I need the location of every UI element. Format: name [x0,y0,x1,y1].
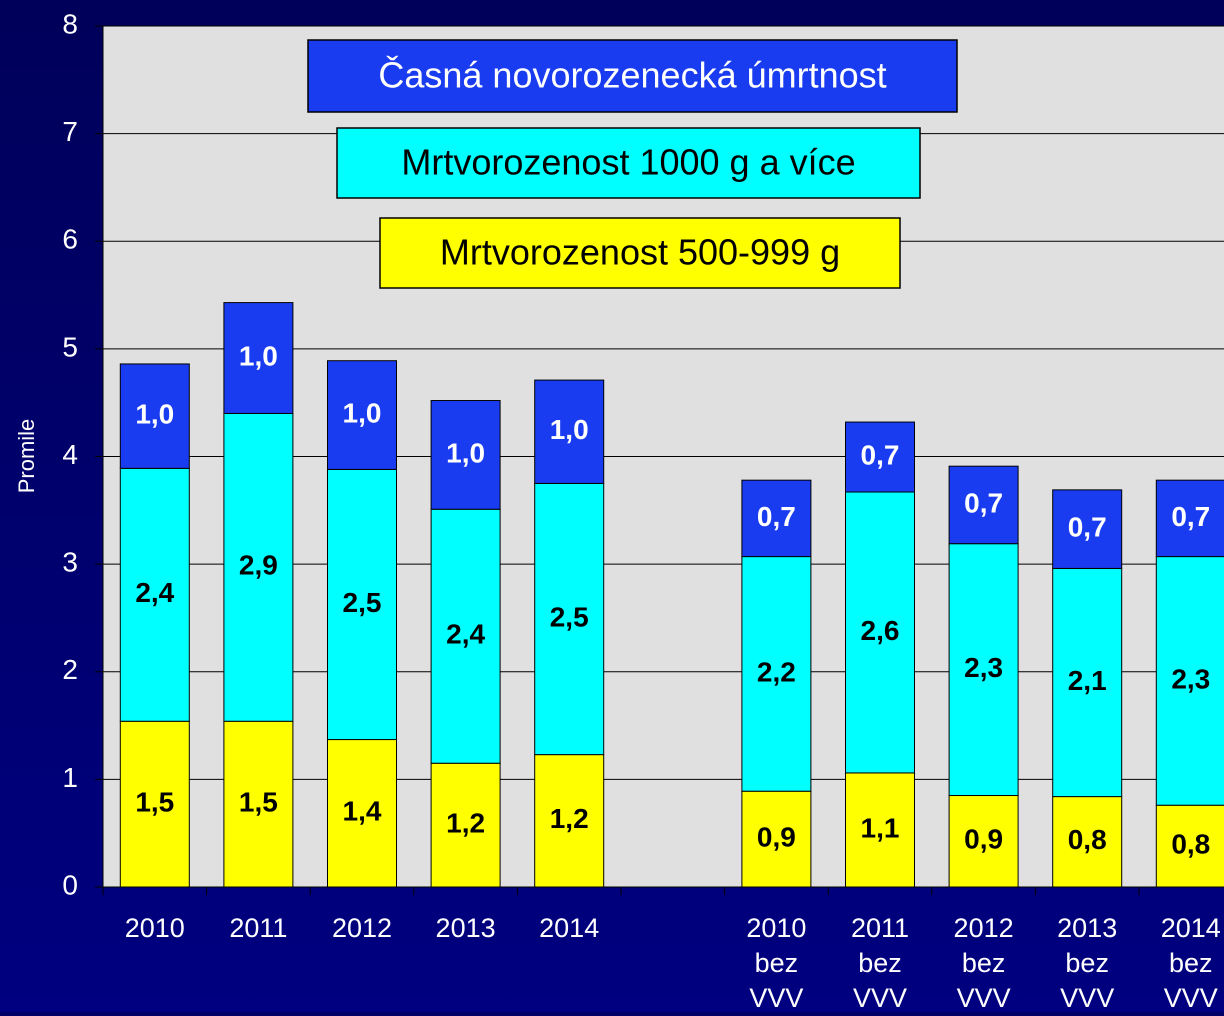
data-label: 1,0 [446,437,485,468]
bar-segment [119,467,190,722]
data-label: 1,4 [343,796,382,827]
bar-segment [534,379,605,484]
bar-segment [948,543,1019,797]
data-label: 0,9 [964,824,1003,855]
legend-label: Časná novorozenecká úmrtnost [378,55,886,96]
bar-segment [223,412,294,722]
y-tick-label: 7 [62,116,78,147]
data-label: 2,5 [550,601,589,632]
y-tick-label: 1 [62,762,78,793]
y-tick-label: 2 [62,654,78,685]
data-label: 2,2 [757,656,796,687]
x-tick-label: 2013 [435,913,496,943]
legend-box [379,217,901,289]
data-label: 1,5 [135,787,174,818]
data-label: 1,2 [550,803,589,834]
data-label: 1,2 [446,808,485,839]
data-label: 1,0 [135,399,174,430]
data-label: 1,0 [343,397,382,428]
bar-segment [845,772,915,888]
x-tick-label: 2012 [331,913,393,943]
bar-segment [223,302,294,414]
legend-box [307,39,958,113]
legend-label: Mrtvorozenost 1000 g a více [401,142,855,183]
bar-segment [327,739,397,888]
y-tick-label: 8 [62,8,78,39]
legend-box [336,127,921,199]
y-axis-label: Promile [14,419,39,494]
y-tick-label: 4 [62,439,78,470]
bar-segment [534,754,605,888]
x-tick-label: 2011 [229,913,288,943]
bar-segment [1155,479,1224,558]
y-tick-label: 0 [62,869,78,900]
data-label: 0,7 [757,501,796,532]
data-label: 0,7 [1171,501,1210,532]
x-tick-label: 2010 [124,913,185,943]
x-tick-label: 2014 bez VVV [1160,913,1221,1013]
bar-segment [741,556,812,792]
bar-segment [1155,804,1224,888]
x-tick-label: 2012 bez VVV [953,913,1014,1013]
data-label: 2,4 [446,619,485,650]
data-label: 1,0 [239,340,278,371]
data-label: 0,7 [1068,512,1107,543]
bar-segment [119,720,190,888]
data-label: 0,8 [1171,828,1210,859]
y-tick-label: 6 [62,224,78,255]
bar-segment [430,400,501,510]
bar-segment [741,790,812,888]
bar-segment [741,479,812,558]
bar-segment [119,363,190,469]
data-label: 1,1 [861,812,900,843]
bar-segment [1052,567,1123,798]
bar-segment [223,720,294,888]
data-label: 2,4 [135,577,174,608]
data-label: 2,3 [1171,663,1210,694]
data-label: 2,9 [239,550,278,581]
bar-segment [534,482,605,756]
bar-segment [327,468,397,741]
data-label: 0,9 [757,821,796,852]
data-label: 0,7 [964,487,1003,518]
y-tick-label: 3 [62,547,78,578]
bar-segment [430,762,501,888]
bar-segment [845,421,915,493]
data-label: 1,0 [550,414,589,445]
data-label: 0,8 [1068,824,1107,855]
bar-segment [430,508,501,764]
bar-segment [327,360,397,470]
x-tick-label: 2011 bez VVV [850,913,910,1013]
data-label: 2,3 [964,652,1003,683]
bar-segment [948,795,1019,888]
data-label: 0,7 [861,439,900,470]
y-tick-label: 5 [62,331,78,362]
x-tick-label: 2014 [539,913,600,943]
data-label: 2,6 [861,615,900,646]
data-label: 2,5 [343,587,382,618]
bar-segment [1052,489,1123,569]
data-label: 1,5 [239,787,278,818]
x-tick-label: 2013 bez VVV [1057,913,1118,1013]
bar-segment [948,465,1019,545]
x-tick-label: 2010 bez VVV [746,913,807,1013]
data-label: 2,1 [1068,665,1107,696]
legend-label: Mrtvorozenost 500-999 g [440,232,840,273]
